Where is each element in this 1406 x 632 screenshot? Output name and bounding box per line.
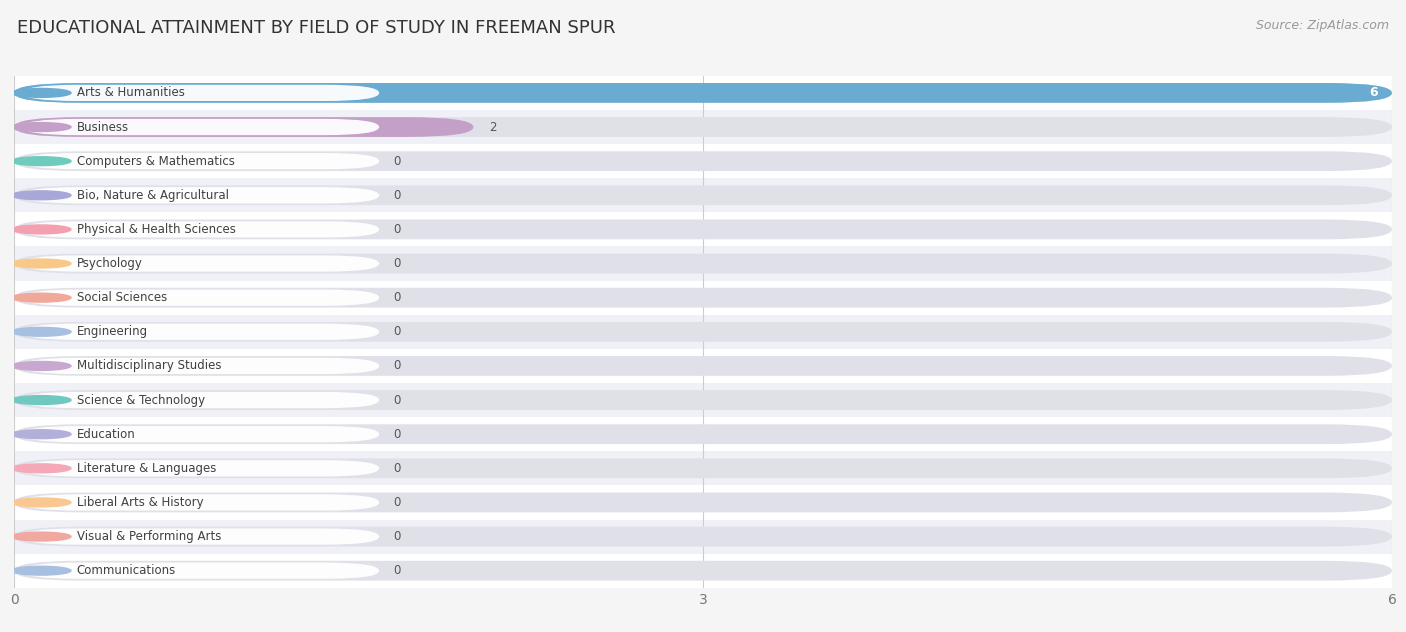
- Text: 0: 0: [394, 325, 401, 338]
- Text: 0: 0: [394, 155, 401, 167]
- Bar: [14, 246, 1392, 281]
- FancyBboxPatch shape: [14, 83, 1392, 103]
- FancyBboxPatch shape: [24, 119, 380, 135]
- FancyBboxPatch shape: [14, 492, 1392, 513]
- Circle shape: [11, 430, 72, 439]
- FancyBboxPatch shape: [24, 289, 380, 306]
- Text: 0: 0: [394, 223, 401, 236]
- FancyBboxPatch shape: [14, 185, 1392, 205]
- Bar: [14, 212, 1392, 246]
- Bar: [14, 144, 1392, 178]
- Text: 6: 6: [1369, 87, 1378, 99]
- Text: Education: Education: [76, 428, 135, 441]
- Circle shape: [11, 362, 72, 370]
- Text: Source: ZipAtlas.com: Source: ZipAtlas.com: [1256, 19, 1389, 32]
- Circle shape: [11, 396, 72, 404]
- FancyBboxPatch shape: [24, 494, 380, 511]
- Text: Physical & Health Sciences: Physical & Health Sciences: [76, 223, 235, 236]
- FancyBboxPatch shape: [14, 253, 1392, 274]
- Text: 0: 0: [394, 291, 401, 304]
- Text: 0: 0: [394, 462, 401, 475]
- Circle shape: [11, 498, 72, 507]
- Bar: [14, 349, 1392, 383]
- FancyBboxPatch shape: [24, 426, 380, 442]
- Text: 0: 0: [394, 530, 401, 543]
- Circle shape: [11, 157, 72, 166]
- FancyBboxPatch shape: [14, 219, 1392, 240]
- FancyBboxPatch shape: [24, 460, 380, 477]
- FancyBboxPatch shape: [14, 390, 1392, 410]
- FancyBboxPatch shape: [24, 392, 380, 408]
- Text: Multidisciplinary Studies: Multidisciplinary Studies: [76, 360, 221, 372]
- Text: 2: 2: [489, 121, 496, 133]
- FancyBboxPatch shape: [24, 221, 380, 238]
- FancyBboxPatch shape: [14, 424, 1392, 444]
- Circle shape: [11, 566, 72, 575]
- Bar: [14, 451, 1392, 485]
- FancyBboxPatch shape: [14, 458, 1392, 478]
- Text: 0: 0: [394, 360, 401, 372]
- Bar: [14, 554, 1392, 588]
- Circle shape: [11, 327, 72, 336]
- Circle shape: [11, 191, 72, 200]
- Circle shape: [11, 225, 72, 234]
- Bar: [14, 417, 1392, 451]
- FancyBboxPatch shape: [24, 358, 380, 374]
- FancyBboxPatch shape: [24, 153, 380, 169]
- Bar: [14, 281, 1392, 315]
- Text: EDUCATIONAL ATTAINMENT BY FIELD OF STUDY IN FREEMAN SPUR: EDUCATIONAL ATTAINMENT BY FIELD OF STUDY…: [17, 19, 616, 37]
- Text: Psychology: Psychology: [76, 257, 142, 270]
- Text: Literature & Languages: Literature & Languages: [76, 462, 217, 475]
- Bar: [14, 485, 1392, 520]
- Bar: [14, 76, 1392, 110]
- Text: Social Sciences: Social Sciences: [76, 291, 167, 304]
- Bar: [14, 178, 1392, 212]
- FancyBboxPatch shape: [14, 561, 1392, 581]
- FancyBboxPatch shape: [24, 324, 380, 340]
- FancyBboxPatch shape: [14, 322, 1392, 342]
- Text: Engineering: Engineering: [76, 325, 148, 338]
- Text: 0: 0: [394, 189, 401, 202]
- Text: 0: 0: [394, 257, 401, 270]
- Text: Arts & Humanities: Arts & Humanities: [76, 87, 184, 99]
- FancyBboxPatch shape: [14, 526, 1392, 547]
- Text: Visual & Performing Arts: Visual & Performing Arts: [76, 530, 221, 543]
- Text: 0: 0: [394, 428, 401, 441]
- FancyBboxPatch shape: [24, 255, 380, 272]
- FancyBboxPatch shape: [24, 562, 380, 579]
- FancyBboxPatch shape: [14, 117, 474, 137]
- Circle shape: [11, 293, 72, 302]
- Circle shape: [11, 88, 72, 97]
- Bar: [14, 383, 1392, 417]
- Bar: [14, 520, 1392, 554]
- FancyBboxPatch shape: [14, 117, 1392, 137]
- Bar: [14, 110, 1392, 144]
- Text: Bio, Nature & Agricultural: Bio, Nature & Agricultural: [76, 189, 229, 202]
- Text: Science & Technology: Science & Technology: [76, 394, 205, 406]
- Text: Computers & Mathematics: Computers & Mathematics: [76, 155, 235, 167]
- Text: 0: 0: [394, 394, 401, 406]
- FancyBboxPatch shape: [24, 85, 380, 101]
- Circle shape: [11, 532, 72, 541]
- FancyBboxPatch shape: [24, 187, 380, 204]
- FancyBboxPatch shape: [14, 356, 1392, 376]
- FancyBboxPatch shape: [14, 83, 1392, 103]
- Text: Communications: Communications: [76, 564, 176, 577]
- Text: Liberal Arts & History: Liberal Arts & History: [76, 496, 202, 509]
- Text: 0: 0: [394, 496, 401, 509]
- Circle shape: [11, 123, 72, 131]
- Circle shape: [11, 464, 72, 473]
- Text: 0: 0: [394, 564, 401, 577]
- FancyBboxPatch shape: [24, 528, 380, 545]
- Circle shape: [11, 259, 72, 268]
- FancyBboxPatch shape: [14, 151, 1392, 171]
- Bar: [14, 315, 1392, 349]
- FancyBboxPatch shape: [14, 288, 1392, 308]
- Text: Business: Business: [76, 121, 128, 133]
